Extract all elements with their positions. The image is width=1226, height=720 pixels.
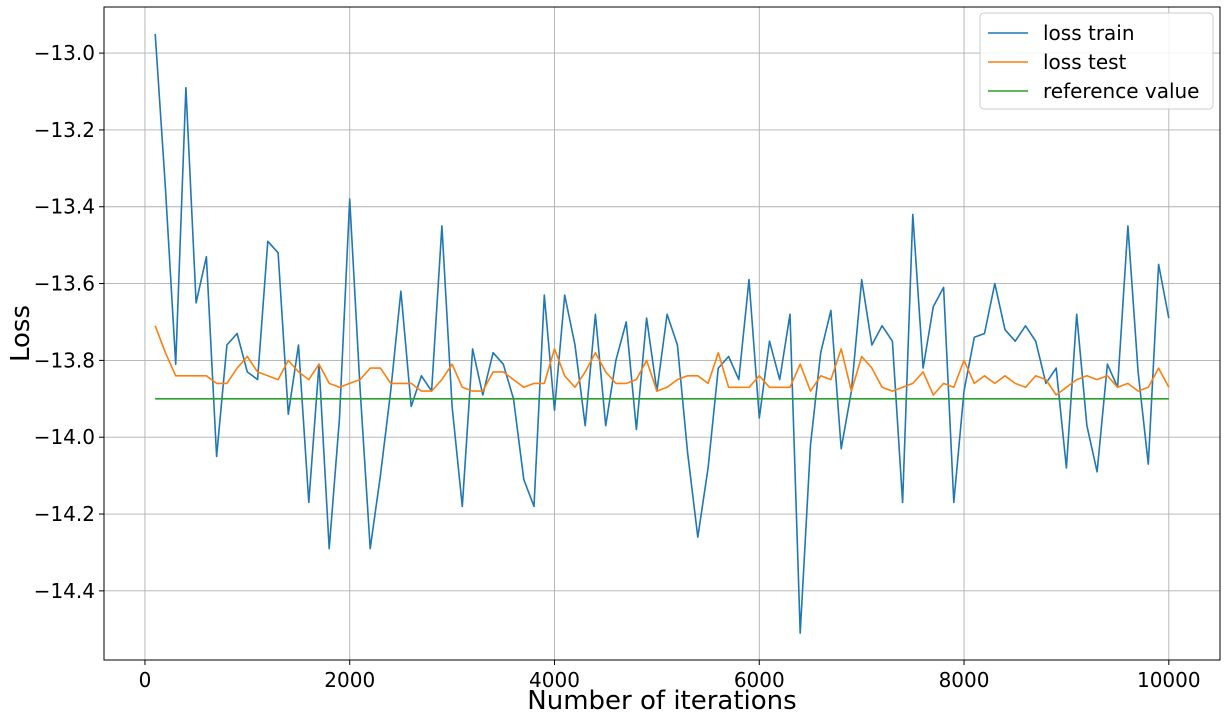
y-tick-label: −14.4 bbox=[34, 579, 95, 603]
legend-box bbox=[979, 12, 1214, 110]
x-tick-label: 10000 bbox=[1137, 668, 1201, 692]
y-tick-label: −13.2 bbox=[34, 118, 95, 142]
y-axis-title: Loss bbox=[6, 305, 36, 362]
legend-label-reference-value: reference value bbox=[1043, 79, 1199, 103]
y-tick-label: −14.2 bbox=[34, 502, 95, 526]
x-axis-title: Number of iterations bbox=[527, 686, 796, 716]
axis-ticks: 0 2000 4000 6000 8000 10000 −13.0 −13.2 −13.4 −13… bbox=[34, 41, 1201, 692]
series-line-loss-test bbox=[154, 325, 1170, 396]
plot-lines bbox=[154, 33, 1170, 634]
x-tick-label: 8000 bbox=[939, 668, 990, 692]
series-line-loss-train bbox=[154, 33, 1170, 634]
legend-label-loss-test: loss test bbox=[1043, 50, 1127, 74]
x-tick-label: 6000 bbox=[734, 668, 785, 692]
x-tick-label: 2000 bbox=[324, 668, 375, 692]
y-tick-label: −13.8 bbox=[34, 348, 95, 372]
x-tick-label: 4000 bbox=[529, 668, 580, 692]
y-tick-label: −14.0 bbox=[34, 425, 95, 449]
y-tick-label: −13.4 bbox=[34, 195, 95, 219]
plot-frame bbox=[103, 6, 1221, 661]
y-tick-label: −13.6 bbox=[34, 272, 95, 296]
y-tick-label: −13.0 bbox=[34, 41, 95, 65]
grid bbox=[104, 7, 1220, 660]
legend-label-loss-train: loss train bbox=[1043, 21, 1135, 45]
x-tick-label: 0 bbox=[139, 668, 152, 692]
legend: loss train loss test reference value bbox=[979, 12, 1214, 110]
